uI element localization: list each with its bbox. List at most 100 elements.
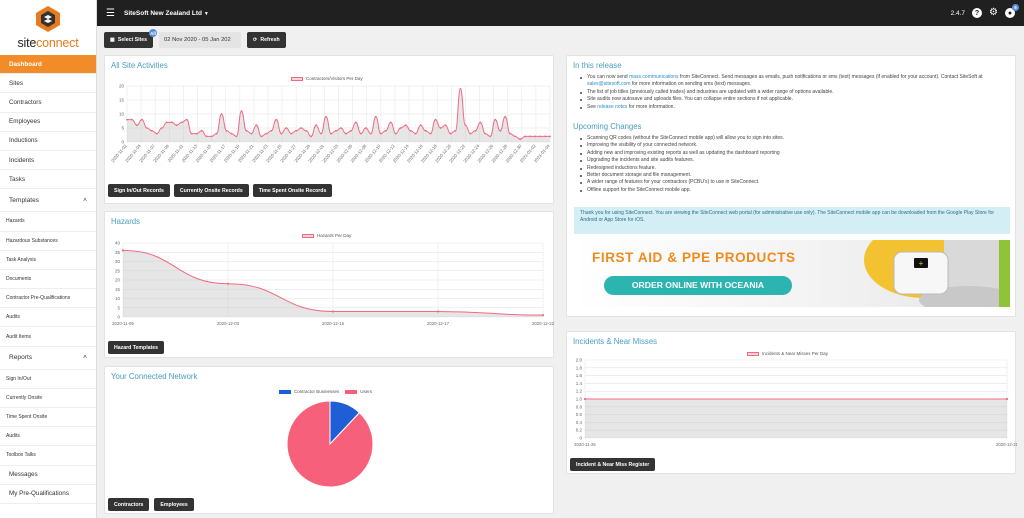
data-point[interactable] [226, 282, 230, 285]
contractors-button[interactable]: Contractors [108, 498, 150, 511]
data-point[interactable] [190, 132, 193, 135]
sidebar-item-my-pre-qualifications[interactable]: My Pre-Qualifications [0, 485, 96, 504]
sidebar-item-toolbox-talks[interactable]: Toolbox Talks [0, 446, 96, 466]
data-point[interactable] [245, 129, 248, 132]
sidebar-item-contractors[interactable]: Contractors [0, 93, 96, 113]
data-point[interactable] [305, 129, 308, 132]
data-point[interactable] [290, 132, 293, 135]
data-point[interactable] [534, 135, 536, 138]
sidebar-item-audits[interactable]: Audits [0, 308, 96, 328]
time-spent-onsite-records-button[interactable]: Time Spent Onsite Records [252, 184, 333, 197]
date-range-input[interactable]: 02 Nov 2020 - 05 Jan 202 [159, 32, 242, 48]
data-point[interactable] [404, 124, 407, 127]
data-point[interactable] [146, 127, 148, 129]
sidebar-item-documents[interactable]: Documents [0, 270, 96, 290]
sign-in-out-records-button[interactable]: Sign In/Out Records [108, 184, 170, 197]
data-point[interactable] [454, 129, 457, 132]
site-switcher[interactable]: SiteSoft New Zealand Ltd ▼ [124, 9, 209, 17]
data-point[interactable] [350, 129, 352, 132]
hazard-templates-button[interactable]: Hazard Templates [108, 341, 165, 354]
data-point[interactable] [424, 129, 427, 132]
data-point[interactable] [265, 132, 268, 135]
data-point[interactable] [489, 135, 492, 138]
banner-cta[interactable]: ORDER ONLINE WITH OCEANIA [631, 280, 765, 290]
data-point[interactable] [250, 132, 253, 135]
data-point[interactable] [200, 129, 203, 132]
menu-icon[interactable]: ☰ [106, 7, 115, 19]
data-point[interactable] [340, 127, 342, 129]
data-point[interactable] [519, 138, 522, 141]
data-point[interactable] [394, 132, 397, 135]
data-point[interactable] [185, 118, 188, 121]
data-point[interactable] [170, 121, 173, 124]
data-point[interactable] [474, 129, 477, 132]
data-point[interactable] [175, 124, 178, 127]
pie-slice-users[interactable] [286, 400, 374, 488]
currently-onsite-records-button[interactable]: Currently Onsite Records [173, 184, 249, 197]
data-point[interactable] [464, 124, 467, 127]
sidebar-item-dashboard[interactable]: Dashboard [0, 55, 96, 75]
incident-register-button[interactable]: Incident & Near Miss Register [570, 458, 656, 471]
data-point[interactable] [121, 249, 125, 252]
data-point[interactable] [444, 124, 447, 127]
sidebar-item-inductions[interactable]: Inductions [0, 132, 96, 151]
refresh-button[interactable]: ⟳ Refresh [247, 32, 286, 48]
data-point[interactable] [359, 132, 362, 135]
gear-icon[interactable]: ⚙ [989, 7, 998, 18]
data-point[interactable] [220, 113, 223, 115]
data-point[interactable] [429, 132, 432, 135]
select-sites-button[interactable]: ▦ Select Sites All [104, 29, 158, 48]
data-point[interactable] [539, 135, 541, 138]
sidebar-item-audits[interactable]: Audits [0, 427, 96, 447]
sidebar-item-contractor-pre-qualifications[interactable]: Contractor Pre-Qualifications [0, 289, 96, 309]
data-point[interactable] [449, 132, 452, 135]
data-point[interactable] [195, 132, 198, 135]
data-point[interactable] [275, 118, 278, 121]
data-point[interactable] [335, 129, 337, 132]
data-point[interactable] [141, 118, 143, 121]
data-point[interactable] [509, 132, 512, 135]
data-point[interactable] [434, 118, 437, 121]
data-point[interactable] [331, 310, 335, 313]
data-point[interactable] [459, 87, 462, 90]
data-point[interactable] [364, 127, 367, 129]
data-point[interactable] [355, 121, 357, 124]
data-point[interactable] [225, 129, 228, 132]
data-point[interactable] [389, 121, 392, 124]
sidebar-item-tasks[interactable]: Tasks [0, 170, 96, 190]
data-point[interactable] [320, 132, 322, 135]
data-point[interactable] [310, 135, 313, 138]
data-point[interactable] [230, 132, 233, 135]
data-point[interactable] [280, 132, 283, 135]
sidebar-section-reports[interactable]: Reports ˄ [0, 347, 96, 370]
data-point[interactable] [126, 118, 128, 121]
help-icon[interactable]: ? [972, 8, 983, 18]
data-point[interactable] [205, 135, 208, 138]
hazards-legend[interactable]: Hazards Per Day [302, 233, 351, 238]
data-point[interactable] [240, 110, 243, 113]
data-point[interactable] [270, 129, 273, 132]
data-point[interactable] [549, 135, 551, 138]
data-point[interactable] [136, 124, 138, 127]
activities-legend[interactable]: Contractors/Visitors Per Day [291, 76, 363, 81]
sidebar-item-task-analysis[interactable]: Task Analysis [0, 251, 96, 270]
employees-button[interactable]: Employees [154, 498, 194, 511]
logo[interactable]: siteconnect [0, 0, 96, 55]
data-point[interactable] [504, 115, 507, 118]
sidebar-item-audit-items[interactable]: Audit Items [0, 327, 96, 347]
data-point[interactable] [544, 135, 546, 138]
data-point[interactable] [529, 135, 531, 138]
data-point[interactable] [484, 132, 487, 135]
data-point[interactable] [165, 121, 168, 124]
data-point[interactable] [374, 115, 377, 118]
data-point[interactable] [469, 132, 472, 135]
data-point[interactable] [180, 121, 183, 124]
data-point[interactable] [414, 132, 417, 135]
data-point[interactable] [330, 132, 332, 135]
sidebar-item-incidents[interactable]: Incidents [0, 151, 96, 171]
data-point[interactable] [409, 129, 412, 132]
sidebar-item-employees[interactable]: Employees [0, 113, 96, 132]
data-point[interactable] [215, 132, 218, 135]
data-point[interactable] [399, 127, 402, 129]
data-point[interactable] [439, 127, 442, 129]
